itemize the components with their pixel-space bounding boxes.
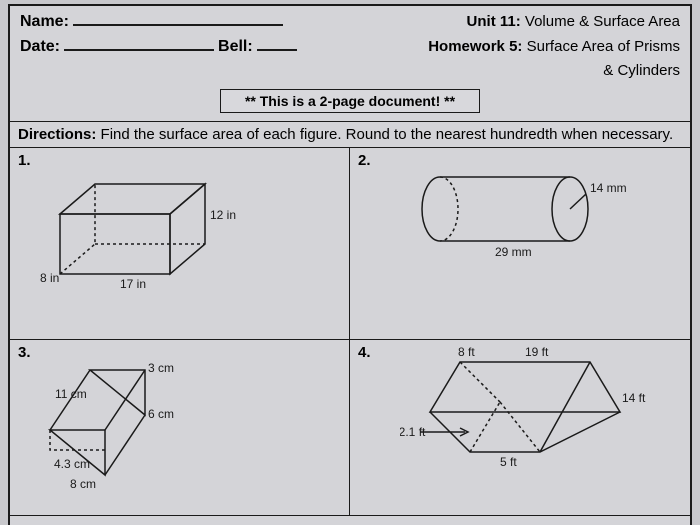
- rect-prism-icon: 8 in 17 in 12 in: [40, 164, 240, 294]
- dim-5ft: 5 ft: [500, 455, 517, 469]
- dim-14mm: 14 mm: [590, 181, 627, 195]
- dim-8in: 8 in: [40, 271, 59, 285]
- date-blank[interactable]: [64, 37, 214, 51]
- dim-8cm: 8 cm: [70, 477, 96, 491]
- hw-title: Surface Area of Prisms: [527, 38, 680, 55]
- cell-2: 2. 14 mm 29 mm: [350, 148, 690, 340]
- unit-label: Unit 11:: [467, 13, 521, 30]
- dim-12in: 12 in: [210, 208, 236, 222]
- header-row-2: Date: Bell: Homework 5: Surface Area of …: [20, 37, 680, 56]
- cylinder-icon: 14 mm 29 mm: [400, 164, 640, 274]
- cell-3: 3. 11 cm 3 cm 6 cm 4.3 cm 8 cm: [10, 340, 350, 516]
- date-label: Date:: [20, 38, 60, 56]
- dim-17in: 17 in: [120, 277, 146, 291]
- notice-box: ** This is a 2-page document! **: [220, 89, 480, 113]
- dim-29mm: 29 mm: [495, 245, 532, 259]
- worksheet: Name: Unit 11: Volume & Surface Area Dat…: [8, 4, 692, 525]
- tri-prism-icon: 11 cm 3 cm 6 cm 4.3 cm 8 cm: [30, 350, 220, 500]
- dim-6cm: 6 cm: [148, 407, 174, 421]
- problem-3-number: 3.: [18, 344, 31, 361]
- hw-title-line2: & Cylinders: [20, 62, 680, 79]
- dim-11cm: 11 cm: [55, 387, 87, 401]
- directions-bar: Directions: Find the surface area of eac…: [10, 121, 690, 148]
- directions-label: Directions:: [18, 126, 96, 143]
- dim-3cm: 3 cm: [148, 361, 174, 375]
- cell-1: 1. 8 in 17 in 12 in: [10, 148, 350, 340]
- unit-header: Unit 11: Volume & Surface Area: [467, 13, 680, 30]
- dim-12.1ft: 12.1 ft: [400, 425, 426, 439]
- cell-4: 4. 8 ft 19 ft 14 ft 12: [350, 340, 690, 516]
- name-blank[interactable]: [73, 12, 283, 26]
- trap-prism-icon: 8 ft 19 ft 14 ft 12.1 ft 5 ft: [400, 342, 660, 482]
- header: Name: Unit 11: Volume & Surface Area Dat…: [10, 6, 690, 83]
- unit-title: Volume & Surface Area: [525, 13, 680, 30]
- hw-label: Homework 5:: [428, 38, 522, 55]
- hw-header: Homework 5: Surface Area of Prisms: [428, 38, 680, 55]
- dim-14ft: 14 ft: [622, 391, 646, 405]
- problem-grid: 1. 8 in 17 in 12 in 2.: [10, 148, 690, 516]
- bell-blank[interactable]: [257, 37, 297, 51]
- name-label: Name:: [20, 13, 69, 31]
- header-row-1: Name: Unit 11: Volume & Surface Area: [20, 12, 680, 31]
- problem-2-number: 2.: [358, 152, 371, 169]
- problem-4-number: 4.: [358, 344, 371, 361]
- bell-label: Bell:: [218, 38, 253, 56]
- problem-1-number: 1.: [18, 152, 31, 169]
- dim-19ft: 19 ft: [525, 345, 549, 359]
- dim-4.3cm: 4.3 cm: [54, 457, 90, 471]
- directions-text: Find the surface area of each figure. Ro…: [101, 126, 674, 143]
- dim-8ft: 8 ft: [458, 345, 475, 359]
